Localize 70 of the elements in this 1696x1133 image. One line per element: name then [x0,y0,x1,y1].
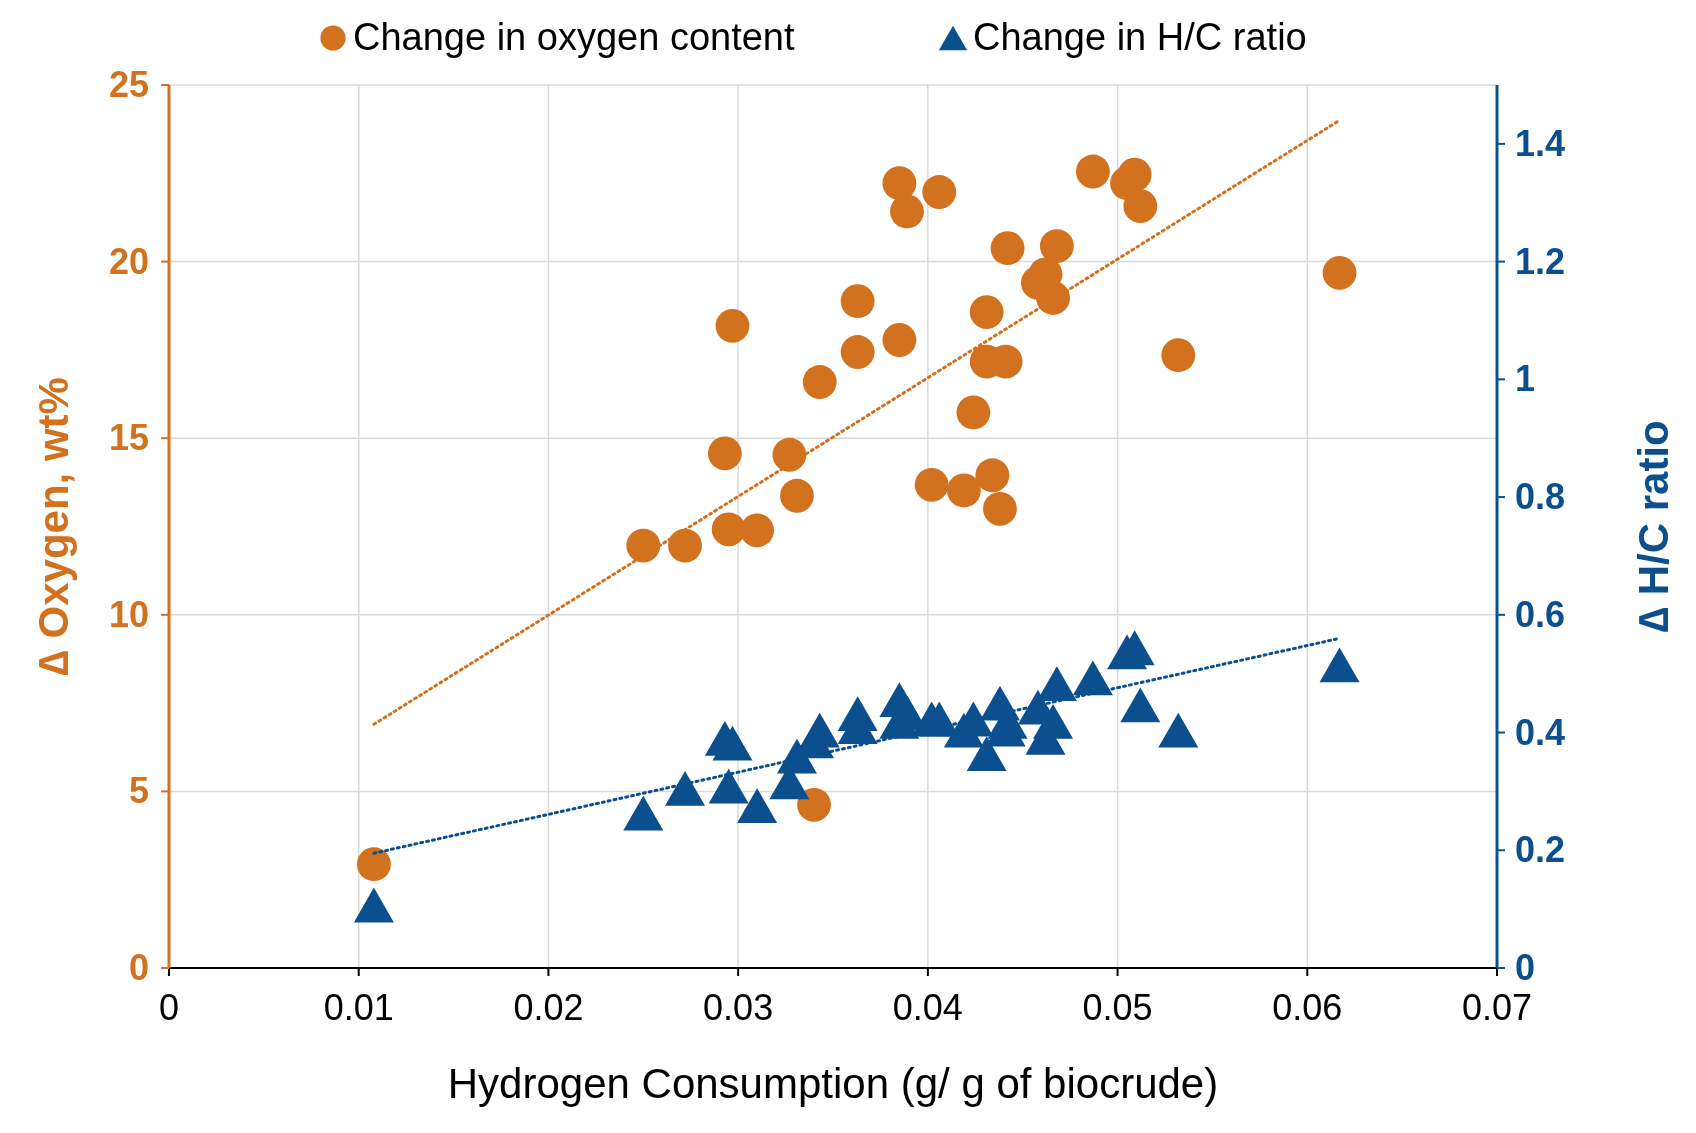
point [969,295,1004,329]
point [975,458,1010,493]
y2-tick-label: 0.8 [1515,476,1566,518]
y2-tick-label: 0.2 [1515,829,1566,871]
y-tick-label: 5 [128,770,149,812]
point [1322,256,1357,290]
y2-axis-title: ∆ H/C ratio [1630,420,1677,633]
point [840,335,875,369]
y-tick-label: 10 [108,593,149,635]
point [623,795,664,831]
point [797,787,831,822]
point [737,788,778,823]
point [956,395,991,430]
point [707,436,742,471]
point [840,284,875,319]
point [1158,712,1199,748]
point [1161,338,1196,373]
x-tick-label: 0.01 [323,987,394,1028]
point [1319,647,1360,683]
point [740,513,775,548]
y2-tick-label: 1.2 [1515,240,1566,282]
y-tick-label: 15 [108,417,149,459]
point [802,365,837,399]
point [665,771,706,806]
point [890,194,924,229]
point [708,768,749,804]
y-tick-label: 20 [108,240,149,282]
point [1120,687,1161,723]
point [353,887,394,923]
y2-tick-label: 1.4 [1515,122,1566,164]
x-tick-label: 0.04 [892,987,963,1028]
point [882,323,917,357]
point [772,437,807,472]
point [966,736,1007,772]
legend-label: Change in H/C ratio [973,16,1307,58]
y2-tick-label: 0.6 [1515,593,1566,635]
point [711,512,746,547]
point [715,308,750,343]
point [356,847,391,882]
point [922,175,957,209]
point [780,478,814,513]
y-tick-label: 0 [128,947,149,988]
point [882,166,917,201]
point [1072,660,1113,696]
point [712,725,753,761]
x-axis-title: Hydrogen Consumption (g/ g of biocrude) [447,1060,1219,1107]
y2-tick-label: 1 [1515,358,1536,400]
legend-label: Change in oxygen content [353,16,795,58]
point [1075,154,1110,189]
point [990,231,1025,266]
point [626,528,661,563]
x-tick-label: 0.03 [703,987,774,1028]
point [914,467,949,502]
y-axis-title: ∆ Oxygen, wt% [30,377,77,676]
point [1117,157,1152,192]
x-tick-label: 0 [158,987,180,1028]
point [983,491,1017,526]
y-tick-label: 25 [108,64,149,105]
point [668,528,702,563]
point [1036,281,1070,315]
point [1123,189,1158,224]
y2-tick-label: 0 [1515,947,1536,988]
x-tick-label: 0.05 [1082,987,1153,1028]
x-tick-label: 0.07 [1461,987,1533,1028]
x-tick-label: 0.02 [513,987,584,1028]
point [1039,229,1074,263]
point [1033,703,1074,739]
y2-tick-label: 0.4 [1515,711,1566,753]
x-tick-label: 0.06 [1272,987,1343,1028]
point [946,473,981,508]
